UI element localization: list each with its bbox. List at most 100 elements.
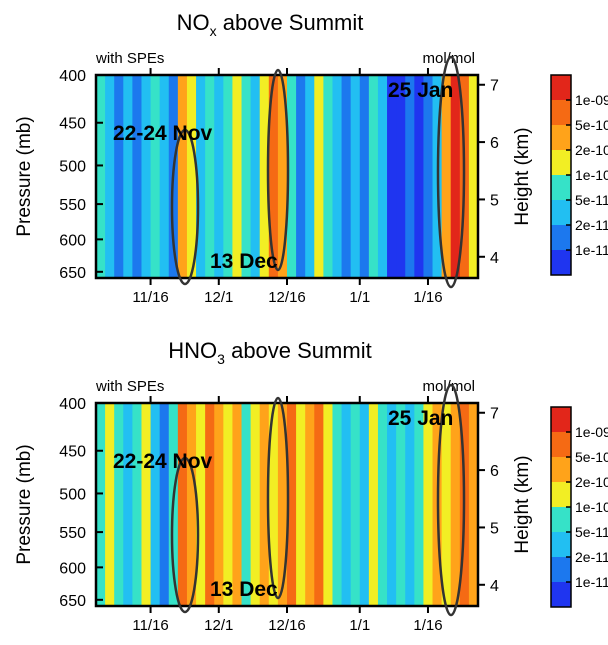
field-column — [405, 75, 415, 278]
x-tick-label: 1/16 — [413, 617, 442, 634]
y2-tick-label: 6 — [490, 135, 499, 152]
field-column — [423, 403, 434, 606]
annotation: 13 Dec — [210, 250, 278, 273]
y-tick-label: 500 — [59, 486, 86, 503]
title-subscript: x — [210, 23, 217, 39]
y-tick-label: 600 — [59, 232, 86, 249]
field-column — [205, 75, 215, 278]
x-tick-label: 1/1 — [349, 289, 370, 306]
colorbar-cell — [551, 432, 571, 457]
field-column — [377, 403, 388, 606]
colorbar-cell — [551, 557, 571, 582]
x-tick-label: 1/16 — [413, 289, 442, 306]
x-tick-label: 11/16 — [132, 617, 168, 634]
x-tick-label: 12/1 — [204, 617, 233, 634]
field-column — [377, 75, 388, 278]
field-column — [414, 403, 424, 606]
field-column — [350, 75, 361, 278]
highlight-ellipse — [436, 55, 466, 289]
field-column — [268, 403, 279, 606]
field-column — [223, 75, 233, 278]
field-column — [96, 403, 106, 606]
colorbar-cell — [551, 100, 571, 125]
field-column — [332, 75, 343, 278]
colorbar-cell — [551, 250, 571, 275]
field-column — [105, 403, 115, 606]
x-tick-label: 12/1 — [204, 289, 233, 306]
field-column — [123, 403, 133, 606]
y2-axis-label: Height (km) — [512, 455, 533, 553]
field-column — [287, 75, 297, 278]
colorbar-label: 1e-11 — [575, 574, 608, 590]
field-column — [396, 75, 406, 278]
annotation: 22-24 Nov — [113, 450, 213, 473]
field-column — [359, 403, 370, 606]
highlight-ellipse — [266, 68, 290, 272]
y2-tick-label: 7 — [490, 406, 499, 423]
field-column — [441, 403, 452, 606]
colorbar-cell — [551, 407, 571, 432]
field-column — [241, 403, 252, 606]
field-column — [114, 403, 124, 606]
y-tick-label: 650 — [59, 593, 86, 610]
colorbar-label: 2e-10 — [575, 474, 608, 490]
y-tick-label: 450 — [59, 444, 86, 461]
field-column — [323, 75, 333, 278]
field-column — [214, 75, 224, 278]
note-left: with SPEs — [95, 378, 164, 395]
colorbar-cell — [551, 482, 571, 507]
field-column — [214, 403, 224, 606]
highlight-ellipse — [170, 128, 200, 286]
field-column — [277, 403, 288, 606]
colorbar-label: 5e-11 — [575, 192, 608, 208]
annotation: 25 Jan — [388, 407, 453, 430]
y-tick-label: 650 — [59, 265, 86, 282]
field-column — [159, 75, 170, 278]
title-main: HNO — [168, 338, 217, 363]
y2-tick-label: 5 — [490, 192, 499, 209]
y-tick-label: 500 — [59, 158, 86, 175]
field-column — [96, 75, 106, 278]
colorbar-cell — [551, 532, 571, 557]
field-column — [114, 75, 124, 278]
colorbar-cell — [551, 507, 571, 532]
colorbar-label: 5e-10 — [575, 449, 608, 465]
colorbar-label: 2e-11 — [575, 217, 608, 233]
colorbar-label: 2e-10 — [575, 142, 608, 158]
colorbar-cell — [551, 582, 571, 607]
field-column — [177, 75, 188, 278]
y2-tick-label: 5 — [490, 520, 499, 537]
x-tick-label: 11/16 — [132, 289, 168, 306]
colorbar-cell — [551, 225, 571, 250]
colorbar-cell — [551, 457, 571, 482]
field-column — [205, 403, 215, 606]
colorbar-label: 1e-11 — [575, 242, 608, 258]
field-column — [132, 403, 142, 606]
field-column — [196, 403, 206, 606]
field-column — [259, 403, 270, 606]
chart-title: NOx above Summit — [177, 10, 364, 39]
field-column — [468, 403, 478, 606]
field-column — [232, 403, 243, 606]
colorbar-label: 1e-09 — [575, 424, 608, 440]
y-axis-label: Pressure (mb) — [14, 444, 35, 564]
field-column — [368, 403, 379, 606]
title-main: NO — [177, 10, 210, 35]
field-column — [396, 403, 406, 606]
field-column — [268, 75, 279, 278]
y-tick-label: 550 — [59, 525, 86, 542]
field-column — [141, 75, 152, 278]
y-tick-label: 400 — [59, 396, 86, 413]
field-column — [305, 75, 315, 278]
field-column — [387, 75, 397, 278]
field-column — [196, 75, 206, 278]
field-column — [177, 403, 188, 606]
y2-axis-label: Height (km) — [512, 127, 533, 225]
x-tick-label: 1/1 — [349, 617, 370, 634]
colorbar-cell — [551, 175, 571, 200]
y-tick-label: 550 — [59, 197, 86, 214]
y2-tick-label: 4 — [490, 250, 499, 267]
field-column — [186, 403, 197, 606]
field-column — [105, 75, 115, 278]
